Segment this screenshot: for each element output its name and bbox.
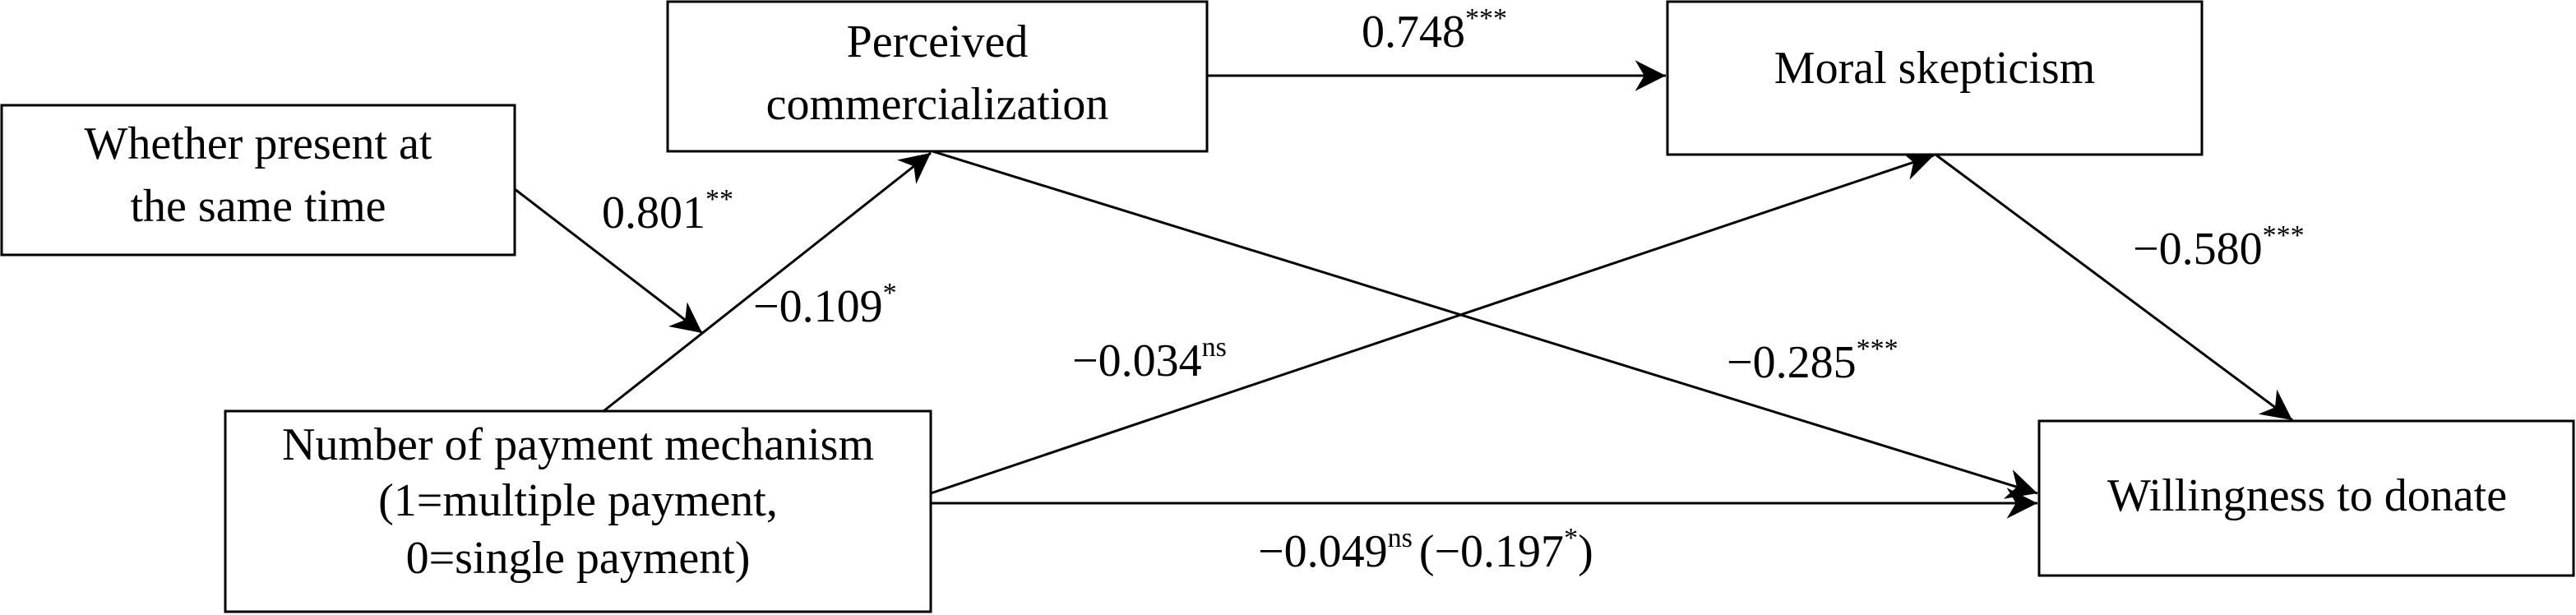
coefficient: −0.034 [1072,335,1202,386]
total-significance: * [1564,523,1578,553]
significance: ns [1388,523,1413,553]
total-coefficient: (−0.197 [1419,526,1564,577]
node-box [224,409,932,613]
node-label: commercialization [766,79,1109,130]
edge-label: −0.109* [753,278,897,332]
arrows [514,60,2293,519]
coefficient: −0.285 [1727,337,1857,388]
arrow [514,187,703,335]
significance: ns [1202,332,1227,363]
coefficient: 0.801 [602,187,705,238]
edge-label: 0.748*** [1362,3,1507,58]
arrow [930,150,1935,495]
node-label: Number of payment mechanism [282,419,874,470]
arrow [603,151,932,413]
coefficient: −0.109 [753,281,883,332]
significance: *** [1857,334,1898,364]
coefficient: −0.580 [2133,224,2263,275]
node-box [1666,0,2204,156]
significance: * [883,278,897,308]
node-label: (1=multiple payment, [378,475,778,526]
arrow [1935,153,2293,422]
edge-label: −0.049ns (−0.197*) [1258,523,1593,577]
total-close: ) [1578,526,1593,577]
edge-label: −0.580*** [2133,220,2305,275]
node-box [666,0,1209,153]
edge-label: −0.285*** [1727,334,1898,388]
node-label: Willingness to donate [2107,470,2507,521]
node-box [0,104,516,257]
coefficient: 0.748 [1362,7,1465,58]
significance: *** [2263,220,2305,251]
node-label: Moral skepticism [1774,43,2095,94]
significance: ** [705,184,733,215]
node-label: the same time [130,181,386,232]
edge-label: −0.034ns [1072,332,1227,386]
edge-label: 0.801** [602,184,733,238]
coefficient: −0.049 [1258,526,1388,577]
edge-labels: 0.748*** 0.801** −0.109* −0.034ns −0.285… [602,3,2305,577]
node-label: 0=single payment) [406,533,751,584]
significance: *** [1465,3,1507,34]
node-label: Perceived [847,16,1029,67]
node-label: Whether present at [85,118,432,169]
arrow [932,150,2038,499]
node-box [2037,419,2575,577]
